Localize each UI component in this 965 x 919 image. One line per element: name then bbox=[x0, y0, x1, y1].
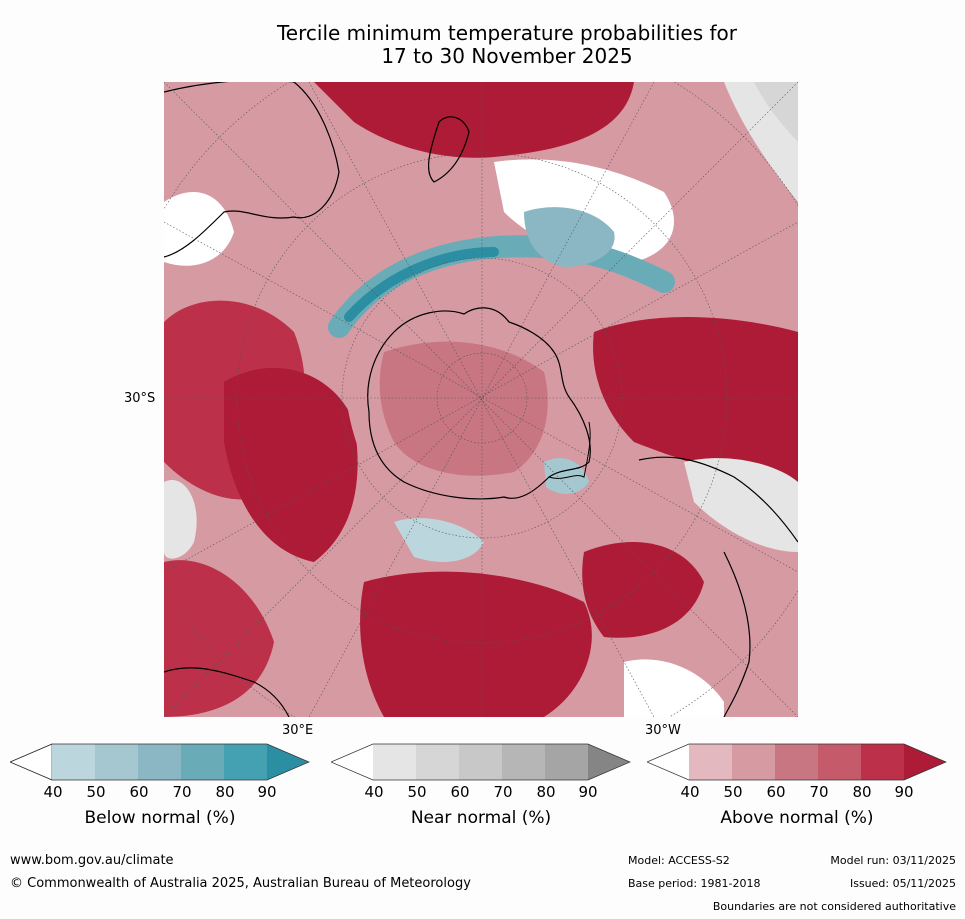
colorbar-tick: 50 bbox=[407, 783, 427, 801]
colorbar-outline bbox=[330, 743, 631, 781]
colorbar-caption: Above normal (%) bbox=[720, 808, 874, 828]
new-zealand-coast bbox=[428, 116, 470, 183]
longitude-label-east: 30°E bbox=[282, 723, 314, 738]
colorbar-tick: 50 bbox=[723, 783, 743, 801]
patch bbox=[754, 82, 798, 142]
colorbar-tri-right bbox=[904, 744, 946, 780]
colorbar-tick: 80 bbox=[215, 783, 235, 801]
colorbar-swatch bbox=[732, 744, 775, 780]
colorbar-caption: Near normal (%) bbox=[410, 808, 552, 828]
map-canvas bbox=[164, 82, 798, 717]
colorbar-below-normal: 40 50 60 70 80 90 Below normal (%) bbox=[9, 743, 310, 828]
field-patches bbox=[164, 82, 798, 717]
colorbar-tri-left bbox=[9, 743, 53, 781]
graticule bbox=[164, 82, 798, 717]
patch bbox=[164, 560, 274, 717]
issued-text: Issued: 05/11/2025 bbox=[849, 877, 956, 890]
colorbar-tick: 60 bbox=[129, 783, 149, 801]
colorbar-tick: 50 bbox=[86, 783, 106, 801]
colorbar-swatch bbox=[373, 744, 416, 780]
website-link[interactable]: www.bom.gov.au/climate bbox=[10, 853, 174, 868]
colorbar-tick: 70 bbox=[493, 783, 513, 801]
patch bbox=[314, 82, 634, 158]
patch bbox=[360, 571, 592, 717]
colorbar-tick: 40 bbox=[43, 783, 63, 801]
latitude-label: 30°S bbox=[124, 391, 156, 406]
colorbar-swatch bbox=[181, 744, 224, 780]
title-line-1: Tercile minimum temperature probabilitie… bbox=[276, 21, 738, 45]
disclaimer-text: Boundaries are not considered authoritat… bbox=[712, 900, 956, 913]
below-normal-blob bbox=[524, 207, 615, 267]
antarctica-outline bbox=[367, 307, 591, 500]
colorbar-tick: 60 bbox=[450, 783, 470, 801]
colorbar-tick: 40 bbox=[680, 783, 700, 801]
model-text: Model: ACCESS-S2 bbox=[628, 854, 730, 867]
probability-map bbox=[164, 82, 798, 717]
colorbar-tri-left bbox=[647, 744, 689, 780]
antarctic-peninsula-outline bbox=[548, 421, 591, 479]
colorbar-swatch bbox=[502, 744, 545, 780]
colorbar-swatch bbox=[775, 744, 818, 780]
patch bbox=[164, 192, 234, 266]
colorbar-tick: 90 bbox=[578, 783, 598, 801]
colorbar-tri-left bbox=[331, 744, 373, 780]
colorbar-swatch bbox=[52, 744, 95, 780]
colorbar-tri-right bbox=[267, 744, 309, 780]
colorbar-tick: 60 bbox=[766, 783, 786, 801]
south-america-coast bbox=[638, 456, 798, 717]
colorbar-swatch bbox=[224, 744, 267, 780]
patch bbox=[624, 659, 724, 717]
colorbar-outline bbox=[646, 743, 947, 781]
copyright-text: © Commonwealth of Australia 2025, Austra… bbox=[10, 876, 471, 891]
patch bbox=[164, 480, 197, 559]
patch bbox=[544, 458, 589, 494]
title-line-2: 17 to 30 November 2025 bbox=[381, 44, 633, 68]
colorbar-tick: 80 bbox=[536, 783, 556, 801]
colorbar-swatch bbox=[861, 744, 904, 780]
colorbar-tri-right bbox=[588, 744, 630, 780]
colorbar-swatch bbox=[416, 744, 459, 780]
colorbar-near-normal: 40 50 60 70 80 90 Near normal (%) bbox=[330, 743, 631, 828]
longitude-label-west: 30°W bbox=[645, 723, 681, 738]
colorbar-swatch bbox=[818, 744, 861, 780]
base-period-text: Base period: 1981-2018 bbox=[628, 877, 761, 890]
colorbar-tick: 40 bbox=[364, 783, 384, 801]
australia-coast bbox=[164, 82, 340, 258]
colorbar-near-swatches bbox=[330, 743, 631, 781]
chart-title: Tercile minimum temperature probabilitie… bbox=[0, 22, 965, 68]
colorbar-swatch bbox=[545, 744, 588, 780]
colorbar-swatch bbox=[138, 744, 181, 780]
colorbar-tick: 90 bbox=[894, 783, 914, 801]
colorbar-swatch bbox=[95, 744, 138, 780]
patch bbox=[582, 542, 704, 638]
colorbar-swatch bbox=[689, 744, 732, 780]
model-run-text: Model run: 03/11/2025 bbox=[830, 854, 956, 867]
colorbar-tick: 80 bbox=[852, 783, 872, 801]
colorbar-caption: Below normal (%) bbox=[84, 808, 236, 828]
colorbar-above-swatches bbox=[646, 743, 947, 781]
patch bbox=[224, 367, 358, 562]
colorbar-tick: 70 bbox=[172, 783, 192, 801]
colorbar-above-normal: 40 50 60 70 80 90 Above normal (%) bbox=[646, 743, 947, 828]
colorbar-tick: 90 bbox=[257, 783, 277, 801]
below-normal-arc-core bbox=[344, 247, 499, 322]
colorbar-outline bbox=[9, 743, 310, 781]
colorbar-below-swatches bbox=[9, 743, 310, 781]
patch bbox=[394, 518, 484, 562]
colorbar-swatch bbox=[459, 744, 502, 780]
colorbar-tick: 70 bbox=[809, 783, 829, 801]
patch bbox=[593, 317, 798, 502]
africa-coast bbox=[164, 667, 290, 717]
